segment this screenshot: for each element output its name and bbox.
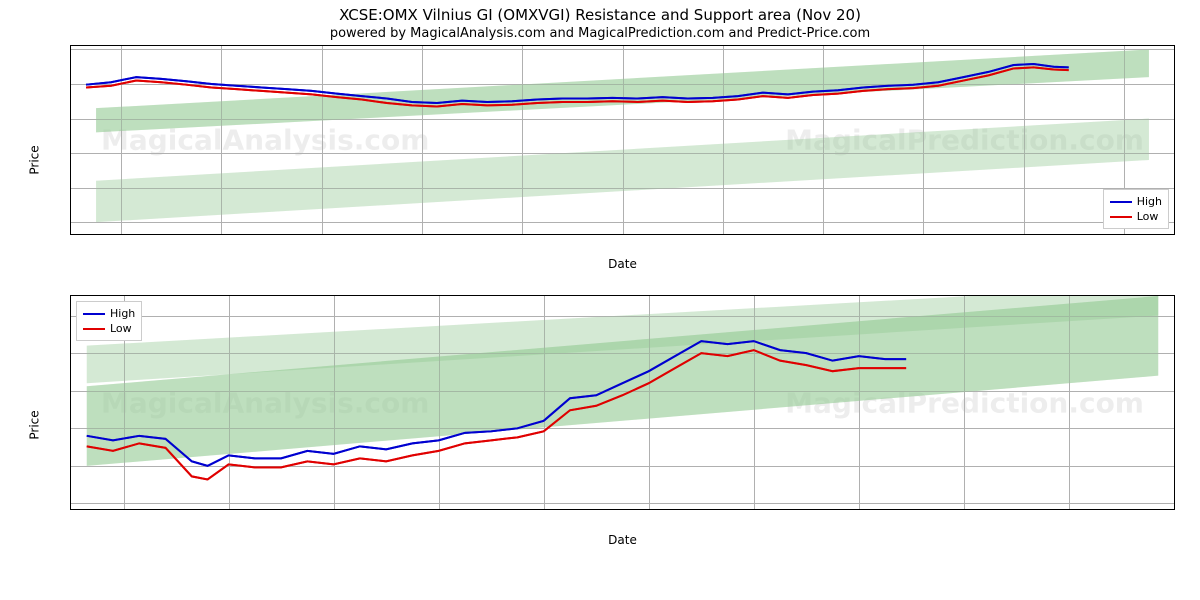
x-tick-label: 2023-07 bbox=[198, 234, 244, 235]
legend-item-low: Low bbox=[83, 321, 135, 336]
legend-line-low bbox=[1110, 216, 1132, 218]
x-tick-label: 2023-09 bbox=[299, 234, 345, 235]
chart-bottom: MagicalAnalysis.com MagicalPrediction.co… bbox=[70, 295, 1175, 555]
x-tick-label: 2023-05 bbox=[98, 234, 144, 235]
x-tick-label: 2024-01 bbox=[499, 234, 545, 235]
x-axis-label: Date bbox=[608, 257, 637, 271]
x-tick-label: 2024-11-01 bbox=[722, 509, 786, 510]
x-tick-label: 2024-11-15 bbox=[827, 509, 891, 510]
x-tick-label: 2024-08-15 bbox=[197, 509, 261, 510]
x-tick-label: 2024-09-01 bbox=[302, 509, 366, 510]
chart-title: XCSE:OMX Vilnius GI (OMXVGI) Resistance … bbox=[0, 0, 1200, 24]
legend-line-high bbox=[83, 313, 105, 315]
legend: High Low bbox=[1103, 189, 1169, 229]
x-tick-label: 2024-09 bbox=[900, 234, 946, 235]
y-axis-label: Price bbox=[28, 145, 42, 174]
x-tick-label: 2024-10-01 bbox=[512, 509, 576, 510]
x-tick-label: 2024-10-01 bbox=[512, 509, 576, 510]
x-tick-label: 2023-09 bbox=[299, 234, 345, 235]
x-tick-label: 2024-12-01 bbox=[932, 509, 996, 510]
x-tick-label: 2024-09-15 bbox=[407, 509, 471, 510]
x-tick-label: 2024-08-01 bbox=[92, 509, 156, 510]
y-axis-label: Price bbox=[28, 410, 42, 439]
x-tick-label: 2024-12-15 bbox=[1037, 509, 1101, 510]
legend-item-high: High bbox=[83, 306, 135, 321]
x-tick-label: 2024-12-15 bbox=[1037, 509, 1101, 510]
legend-label: Low bbox=[110, 322, 132, 335]
x-tick-label: 2024-09-01 bbox=[302, 509, 366, 510]
x-tick-label: 2024-05 bbox=[700, 234, 746, 235]
plot-area-bottom: MagicalAnalysis.com MagicalPrediction.co… bbox=[70, 295, 1175, 510]
x-tick-label: 2024-11 bbox=[1001, 234, 1047, 235]
x-tick-label: 2023-11 bbox=[399, 234, 445, 235]
x-tick-label: 2024-11-01 bbox=[722, 509, 786, 510]
x-tick-label: 2023-07 bbox=[198, 234, 244, 235]
legend-line-high bbox=[1110, 201, 1132, 203]
x-tick-label: 2024-01 bbox=[499, 234, 545, 235]
x-tick-label: 2025-01 bbox=[1101, 234, 1147, 235]
x-tick-label: 2024-09-15 bbox=[407, 509, 471, 510]
x-tick-label: 2023-11 bbox=[399, 234, 445, 235]
legend-label: High bbox=[1137, 195, 1162, 208]
x-tick-label: 2025-01 bbox=[1101, 234, 1147, 235]
x-tick-label: 2024-08-01 bbox=[92, 509, 156, 510]
x-tick-label: 2024-07 bbox=[800, 234, 846, 235]
legend: High Low bbox=[76, 301, 142, 341]
legend-line-low bbox=[83, 328, 105, 330]
x-tick-label: 2024-12-01 bbox=[932, 509, 996, 510]
x-tick-label: 2024-03 bbox=[600, 234, 646, 235]
x-tick-label: 2024-10-15 bbox=[617, 509, 681, 510]
x-tick-label: 2024-11-15 bbox=[827, 509, 891, 510]
legend-label: High bbox=[110, 307, 135, 320]
x-tick-label: 2024-05 bbox=[700, 234, 746, 235]
figure: XCSE:OMX Vilnius GI (OMXVGI) Resistance … bbox=[0, 0, 1200, 600]
legend-label: Low bbox=[1137, 210, 1159, 223]
legend-item-low: Low bbox=[1110, 209, 1162, 224]
legend-item-high: High bbox=[1110, 194, 1162, 209]
x-tick-label: 2024-09 bbox=[900, 234, 946, 235]
plot-area-top: MagicalAnalysis.com MagicalPrediction.co… bbox=[70, 45, 1175, 235]
chart-top: MagicalAnalysis.com MagicalPrediction.co… bbox=[70, 45, 1175, 275]
chart-subtitle: powered by MagicalAnalysis.com and Magic… bbox=[0, 24, 1200, 45]
x-tick-label: 2024-07 bbox=[800, 234, 846, 235]
x-tick-label: 2024-11 bbox=[1001, 234, 1047, 235]
x-tick-label: 2024-10-15 bbox=[617, 509, 681, 510]
x-tick-label: 2023-05 bbox=[98, 234, 144, 235]
x-tick-label: 2024-08-15 bbox=[197, 509, 261, 510]
x-tick-label: 2024-03 bbox=[600, 234, 646, 235]
x-axis-label: Date bbox=[608, 533, 637, 547]
